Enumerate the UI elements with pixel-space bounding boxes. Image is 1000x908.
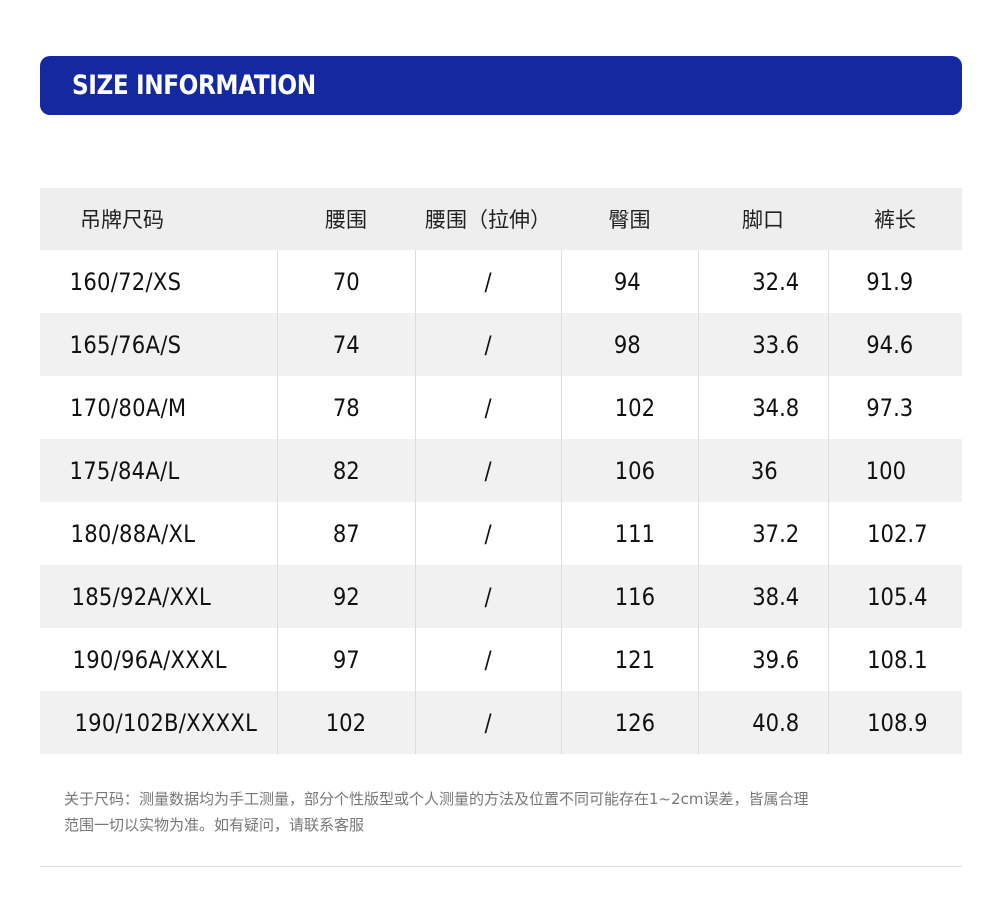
cell-hip: 111 xyxy=(560,502,698,565)
cell-leg-opening: 38.4 xyxy=(697,565,828,628)
header-waist-stretched: 腰围（拉伸） xyxy=(415,188,561,250)
cell-pant-length: 108.9 xyxy=(827,691,962,754)
banner-title: SIZE INFORMATION xyxy=(72,70,316,101)
cell-tag-size: 185/92A/XXL xyxy=(40,565,277,628)
table-row: 190/96A/XXXL 97/121 39.6 108.1 xyxy=(40,628,962,691)
cell-waist: 78 xyxy=(276,376,415,439)
cell-waist-stretched: / xyxy=(414,313,561,376)
table-row: 190/102B/XXXXL 102/126 40.8 108.9 xyxy=(40,691,962,754)
cell-tag-size: 160/72/XS xyxy=(40,250,277,313)
cell-leg-opening: 37.2 xyxy=(697,502,828,565)
size-information-banner: SIZE INFORMATION xyxy=(40,56,962,115)
cell-pant-length: 94.6 xyxy=(827,313,962,376)
cell-hip: 106 xyxy=(560,439,698,502)
cell-waist: 92 xyxy=(276,565,415,628)
cell-waist: 102 xyxy=(276,691,415,754)
size-note: 关于尺码：测量数据均为手工测量，部分个性版型或个人测量的方法及位置不同可能存在1… xyxy=(64,786,964,838)
cell-hip: 98 xyxy=(560,313,698,376)
cell-tag-size: 165/76A/S xyxy=(40,313,277,376)
table-row: 165/76A/S 74/98 33.6 94.6 xyxy=(40,313,962,376)
cell-waist-stretched: / xyxy=(414,565,561,628)
note-line-2: 范围一切以实物为准。如有疑问，请联系客服 xyxy=(64,816,365,834)
cell-tag-size: 190/96A/XXXL xyxy=(40,628,277,691)
table-row: 175/84A/L 82/106 36 100 xyxy=(40,439,962,502)
cell-tag-size: 180/88A/XL xyxy=(40,502,277,565)
table-row: 180/88A/XL 87/111 37.2 102.7 xyxy=(40,502,962,565)
header-pant-length: 裤长 xyxy=(828,188,962,250)
cell-leg-opening: 39.6 xyxy=(697,628,828,691)
cell-pant-length: 91.9 xyxy=(827,250,962,313)
table-row: 185/92A/XXL 92/116 38.4 105.4 xyxy=(40,565,962,628)
cell-pant-length: 100 xyxy=(827,439,962,502)
cell-pant-length: 97.3 xyxy=(827,376,962,439)
cell-pant-length: 105.4 xyxy=(827,565,962,628)
cell-waist: 70 xyxy=(276,250,415,313)
cell-tag-size: 170/80A/M xyxy=(40,376,277,439)
header-leg-opening: 脚口 xyxy=(698,188,828,250)
cell-hip: 94 xyxy=(560,250,698,313)
cell-hip: 116 xyxy=(560,565,698,628)
header-waist: 腰围 xyxy=(277,188,415,250)
cell-leg-opening: 32.4 xyxy=(697,250,828,313)
cell-leg-opening: 36 xyxy=(697,439,828,502)
cell-pant-length: 108.1 xyxy=(827,628,962,691)
cell-waist: 74 xyxy=(276,313,415,376)
header-tag-size: 吊牌尺码 xyxy=(40,188,277,250)
header-hip: 臀围 xyxy=(561,188,698,250)
cell-hip: 126 xyxy=(560,691,698,754)
cell-tag-size: 175/84A/L xyxy=(40,439,277,502)
cell-waist-stretched: / xyxy=(414,502,561,565)
cell-waist-stretched: / xyxy=(414,250,561,313)
cell-waist-stretched: / xyxy=(414,691,561,754)
table-row: 170/80A/M 78/102 34.8 97.3 xyxy=(40,376,962,439)
cell-leg-opening: 40.8 xyxy=(697,691,828,754)
cell-waist-stretched: / xyxy=(414,628,561,691)
divider xyxy=(40,866,962,867)
cell-waist: 97 xyxy=(276,628,415,691)
cell-hip: 121 xyxy=(560,628,698,691)
cell-leg-opening: 33.6 xyxy=(697,313,828,376)
cell-waist-stretched: / xyxy=(414,439,561,502)
cell-waist: 82 xyxy=(276,439,415,502)
cell-leg-opening: 34.8 xyxy=(697,376,828,439)
cell-waist: 87 xyxy=(276,502,415,565)
cell-pant-length: 102.7 xyxy=(827,502,962,565)
table-row: 160/72/XS 70/94 32.4 91.9 xyxy=(40,250,962,313)
note-line-1: 关于尺码：测量数据均为手工测量，部分个性版型或个人测量的方法及位置不同可能存在1… xyxy=(64,790,809,808)
size-table: 吊牌尺码 腰围 腰围（拉伸） 臀围 脚口 裤长 160/72/XS 70/94 32… xyxy=(40,188,962,754)
cell-waist-stretched: / xyxy=(414,376,561,439)
table-header-row: 吊牌尺码 腰围 腰围（拉伸） 臀围 脚口 裤长 xyxy=(40,188,962,250)
cell-tag-size: 190/102B/XXXXL xyxy=(40,691,277,754)
cell-hip: 102 xyxy=(560,376,698,439)
